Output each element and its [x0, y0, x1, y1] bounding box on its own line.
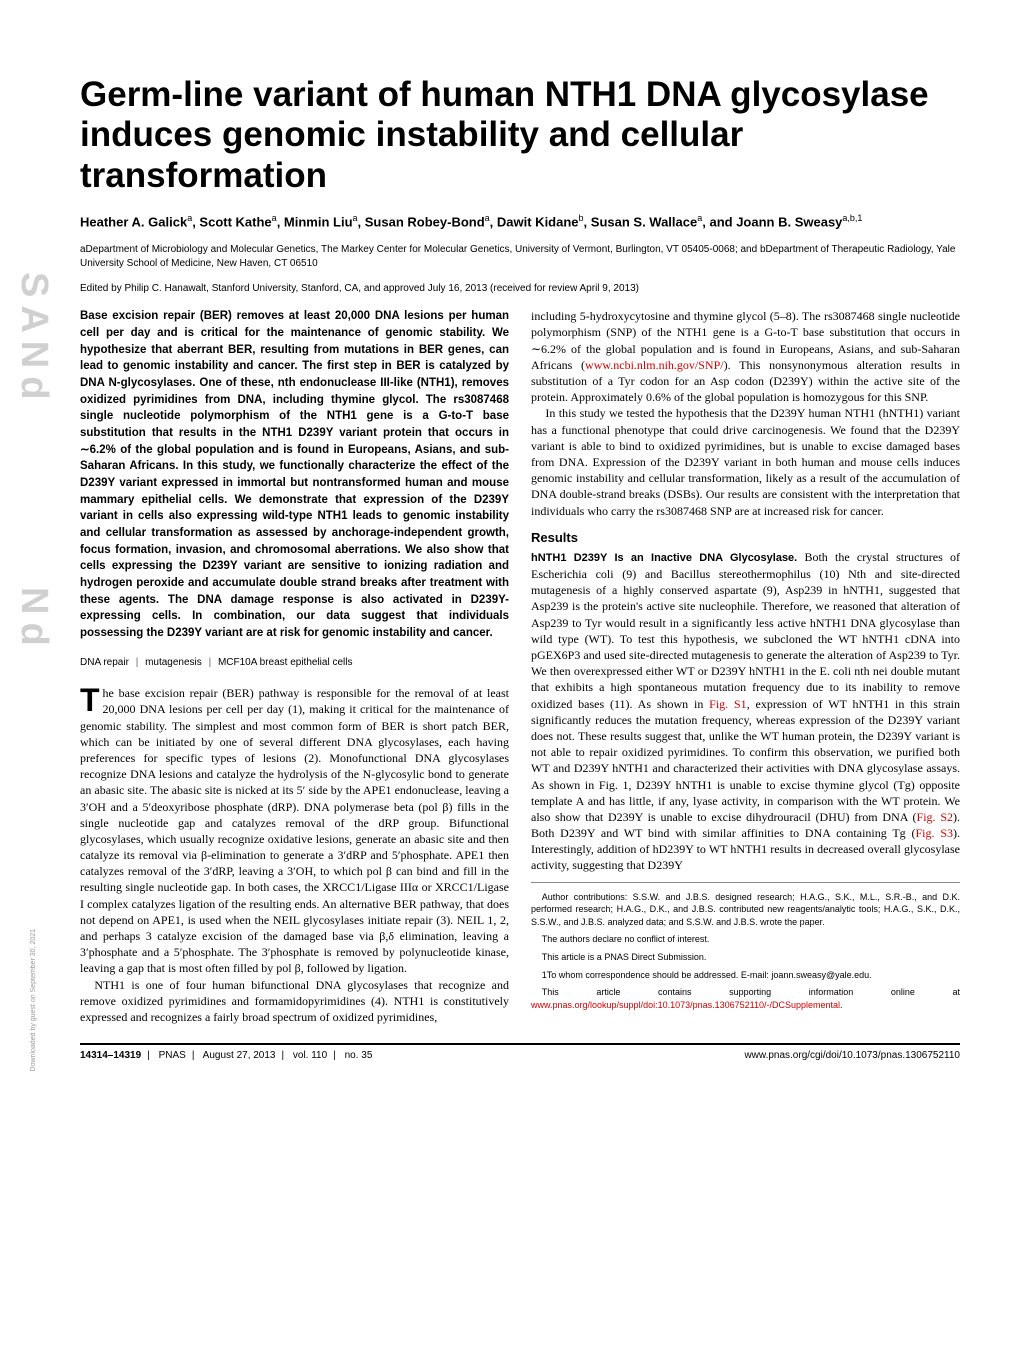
col2-para-a: including 5-hydroxycytosine and thymine …: [531, 308, 960, 405]
keywords: DNA repair | mutagenesis | MCF10A breast…: [80, 656, 509, 670]
authors-line: Heather A. Galicka, Scott Kathea, Minmin…: [80, 212, 960, 232]
abstract: Base excision repair (BER) removes at le…: [80, 308, 509, 641]
page-content: Germ-line variant of human NTH1 DNA glyc…: [80, 0, 960, 1101]
pnas-sidebar-logo: SANd: [15, 140, 55, 540]
pnas-sidebar-logo-2: Nd: [15, 560, 55, 680]
results-heading: Results: [531, 529, 960, 547]
contrib-p3: This article is a PNAS Direct Submission…: [531, 951, 960, 964]
edited-by: Edited by Philip C. Hanawalt, Stanford U…: [80, 283, 960, 294]
contrib-p5: This article contains supporting informa…: [531, 986, 960, 1011]
affiliations: aDepartment of Microbiology and Molecula…: [80, 243, 960, 271]
contrib-p1: Author contributions: S.S.W. and J.B.S. …: [531, 891, 960, 929]
page-footer: 14314–14319| PNAS| August 27, 2013| vol.…: [80, 1043, 960, 1061]
results-para: hNTH1 D239Y Is an Inactive DNA Glycosyla…: [531, 549, 960, 873]
fig-s3-link[interactable]: Fig. S3: [916, 826, 954, 840]
contrib-p4: 1To whom correspondence should be addres…: [531, 969, 960, 982]
fig-s2-link[interactable]: Fig. S2: [917, 810, 953, 824]
article-title: Germ-line variant of human NTH1 DNA glyc…: [80, 75, 960, 196]
footer-right: www.pnas.org/cgi/doi/10.1073/pnas.130675…: [744, 1050, 960, 1061]
contrib-p2: The authors declare no conflict of inter…: [531, 933, 960, 946]
author-contributions: Author contributions: S.S.W. and J.B.S. …: [531, 882, 960, 1012]
col2-para-b: In this study we tested the hypothesis t…: [531, 405, 960, 518]
suppl-link[interactable]: www.pnas.org/lookup/suppl/doi:10.1073/pn…: [531, 1000, 840, 1010]
two-column-body: Base excision repair (BER) removes at le…: [80, 308, 960, 1025]
intro-para-2: NTH1 is one of four human bifunctional D…: [80, 977, 509, 1026]
footer-left: 14314–14319| PNAS| August 27, 2013| vol.…: [80, 1050, 372, 1061]
download-note: Downloaded by guest on September 30, 202…: [30, 929, 37, 1071]
intro-para-1: The base excision repair (BER) pathway i…: [80, 685, 509, 976]
results-runin: hNTH1 D239Y Is an Inactive DNA Glycosyla…: [531, 552, 797, 564]
fig-s1-link[interactable]: Fig. S1: [709, 697, 747, 711]
ncbi-link[interactable]: www.ncbi.nlm.nih.gov/SNP/: [585, 358, 724, 372]
